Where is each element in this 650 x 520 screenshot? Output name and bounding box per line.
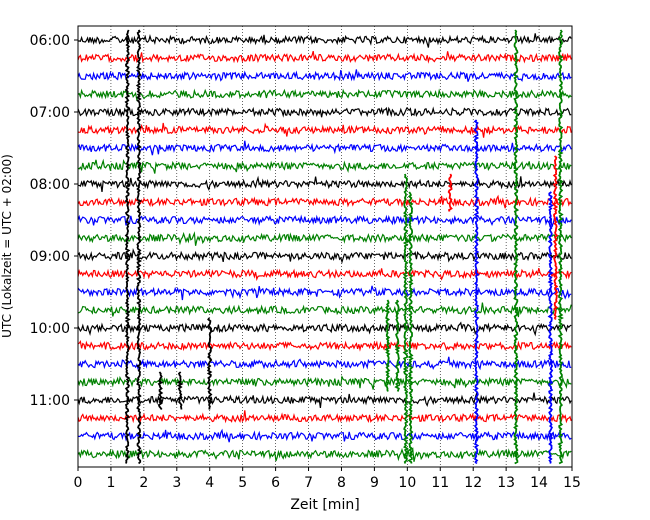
x-tick-label: 12: [464, 475, 482, 491]
event-spike: [552, 155, 559, 320]
trace-row: [78, 374, 572, 390]
y-tick-label: 11:00: [30, 393, 70, 409]
event-spike: [547, 191, 554, 464]
event-spike: [407, 191, 414, 464]
y-tick-label: 09:00: [30, 249, 70, 265]
y-axis: 06:00 07:00 08:00 09:00 10:00 11:00: [30, 33, 78, 409]
trace-row: [78, 285, 572, 301]
trace-row: [78, 321, 572, 337]
trace-row: [78, 447, 572, 462]
event-group: [124, 29, 564, 465]
y-tick-label: 08:00: [30, 177, 70, 193]
x-tick-label: 15: [563, 475, 581, 491]
x-tick-label: 8: [337, 475, 346, 491]
trace-row: [78, 428, 572, 443]
trace-row: [78, 140, 572, 156]
x-tick-label: 5: [238, 475, 247, 491]
trace-row: [78, 106, 572, 118]
event-spike: [402, 173, 409, 464]
trace-row: [78, 339, 572, 352]
trace-row: [78, 158, 572, 174]
event-spike: [206, 317, 213, 410]
event-spike: [447, 173, 453, 212]
event-spike: [384, 299, 391, 392]
trace-row: [78, 356, 572, 371]
trace-row: [78, 248, 572, 264]
trace-row: [78, 69, 572, 82]
trace-row: [78, 88, 572, 102]
event-spike: [135, 29, 143, 465]
trace-row: [78, 175, 572, 192]
trace-row: [78, 194, 572, 209]
x-tick-label: 10: [398, 475, 416, 491]
x-tick-label: 4: [205, 475, 214, 491]
trace-row: [78, 50, 572, 64]
x-axis-label: Zeit [min]: [290, 497, 359, 513]
x-tick-label: 14: [530, 475, 548, 491]
plot-frame: [77, 25, 573, 468]
x-tick-label: 11: [431, 475, 449, 491]
trace-row: [78, 33, 572, 48]
y-tick-label: 10:00: [30, 321, 70, 337]
trace-row: [78, 267, 572, 282]
x-tick-label: 9: [370, 475, 379, 491]
event-spike: [394, 299, 401, 392]
trace-row: [78, 391, 572, 408]
y-axis-label: UTC (Lokalzeit = UTC + 02:00): [0, 154, 14, 338]
y-tick-label: 06:00: [30, 33, 70, 49]
x-tick-label: 3: [172, 475, 181, 491]
x-tick-label: 1: [106, 475, 115, 491]
trace-row: [78, 214, 572, 228]
trace-row: [78, 302, 572, 318]
trace-row: [78, 410, 572, 424]
x-tick-label: 6: [271, 475, 280, 491]
event-spike: [176, 371, 184, 410]
x-tick-label: 0: [74, 475, 83, 491]
event-spike: [124, 29, 131, 464]
x-axis: 0 1 2 3 4 5 6 7 8 9 10 11 12 13 14 15: [74, 467, 581, 491]
event-spike: [557, 29, 564, 465]
trace-group: [78, 33, 572, 462]
x-tick-label: 7: [304, 475, 313, 491]
event-spike: [473, 119, 480, 465]
event-spike: [157, 371, 164, 410]
x-tick-label: 13: [497, 475, 515, 491]
event-spike: [513, 29, 520, 465]
y-tick-label: 07:00: [30, 105, 70, 121]
trace-row: [78, 122, 572, 138]
trace-row: [78, 231, 572, 246]
x-tick-label: 2: [139, 475, 148, 491]
